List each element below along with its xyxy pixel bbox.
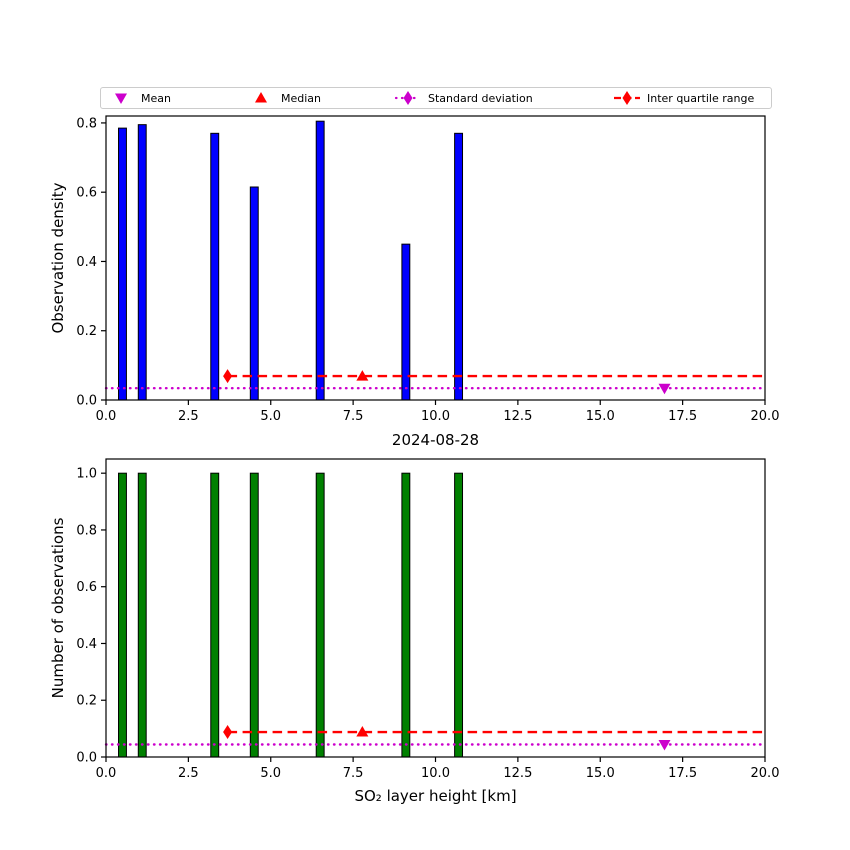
x-tick-label: 20.0 [751, 766, 780, 781]
legend-label-median: Median [281, 91, 322, 105]
histogram-bar [249, 186, 259, 401]
x-tick-label: 0.0 [96, 766, 117, 781]
subplot-title-date: 2024-08-28 [391, 431, 480, 449]
histogram-bar [137, 124, 147, 401]
y-tick-label: 0.2 [76, 324, 97, 339]
histogram-bar [137, 472, 147, 758]
y-axis-label-bottom: Number of observations [49, 517, 67, 699]
mean-marker [115, 93, 127, 104]
x-tick-label: 15.0 [586, 409, 615, 424]
histogram-bar [210, 472, 220, 758]
legend-item-mean: Mean [107, 88, 171, 108]
y-tick-label: 1.0 [76, 467, 97, 482]
x-tick-label: 7.5 [343, 766, 364, 781]
mean-marker [658, 383, 671, 395]
x-tick-label: 5.0 [260, 409, 281, 424]
iqr-start-marker [223, 725, 233, 740]
x-tick-label: 7.5 [343, 409, 364, 424]
axes-frame [105, 458, 766, 758]
y-tick-label: 0.2 [76, 694, 97, 709]
legend: Mean Median Standard deviation Inter qua… [100, 87, 772, 109]
y-tick-label: 0.6 [76, 580, 97, 595]
legend-item-std-dev: Standard deviation [394, 88, 533, 108]
x-tick-label: 15.0 [586, 766, 615, 781]
histogram-bar [210, 132, 220, 401]
histogram-bar [454, 472, 464, 758]
diamond-marker [622, 91, 632, 105]
legend-label-mean: Mean [141, 91, 171, 105]
y-axis-label-top: Observation density [49, 182, 67, 334]
y-tick-label: 0.0 [76, 751, 97, 766]
histogram-bar [118, 127, 127, 401]
mean-marker [658, 740, 671, 751]
x-tick-label: 12.5 [503, 409, 532, 424]
x-tick-label: 10.0 [421, 766, 450, 781]
y-tick-label: 0.0 [76, 394, 97, 409]
x-tick-label: 17.5 [668, 409, 697, 424]
x-tick-label: 0.0 [96, 409, 117, 424]
histogram-bar [454, 132, 464, 401]
iqr-start-marker [223, 369, 233, 384]
x-tick-label: 2.5 [178, 766, 199, 781]
median-marker [356, 726, 369, 737]
x-tick-label: 20.0 [751, 409, 780, 424]
histogram-bar [315, 120, 325, 401]
y-tick-label: 0.4 [76, 637, 97, 652]
legend-label-iqr: Inter quartile range [647, 91, 755, 105]
x-tick-label: 17.5 [668, 766, 697, 781]
diamond-marker [403, 91, 413, 105]
axes-frame [105, 115, 766, 401]
y-tick-label: 0.8 [76, 116, 97, 131]
x-tick-label: 5.0 [260, 766, 281, 781]
x-tick-label: 10.0 [421, 409, 450, 424]
median-marker-icon [255, 92, 267, 103]
legend-item-iqr: Inter quartile range [613, 88, 754, 108]
iqr-line-icon [614, 91, 640, 105]
histogram-bar [249, 472, 259, 758]
median-marker [356, 370, 369, 381]
median-marker [255, 92, 267, 103]
mean-marker-icon [115, 93, 127, 104]
legend-item-median: Median [247, 88, 321, 108]
y-tick-label: 0.8 [76, 523, 97, 538]
histogram-bar [401, 472, 411, 758]
legend-label-std-dev: Standard deviation [428, 91, 533, 105]
x-axis-label: SO₂ layer height [km] [354, 787, 517, 805]
y-tick-label: 0.6 [76, 186, 97, 201]
histogram-bar [118, 472, 127, 758]
y-tick-label: 0.4 [76, 255, 97, 270]
x-tick-label: 12.5 [503, 766, 532, 781]
x-tick-label: 2.5 [178, 409, 199, 424]
histogram-bar [315, 472, 325, 758]
std-dev-line-icon [394, 91, 422, 105]
